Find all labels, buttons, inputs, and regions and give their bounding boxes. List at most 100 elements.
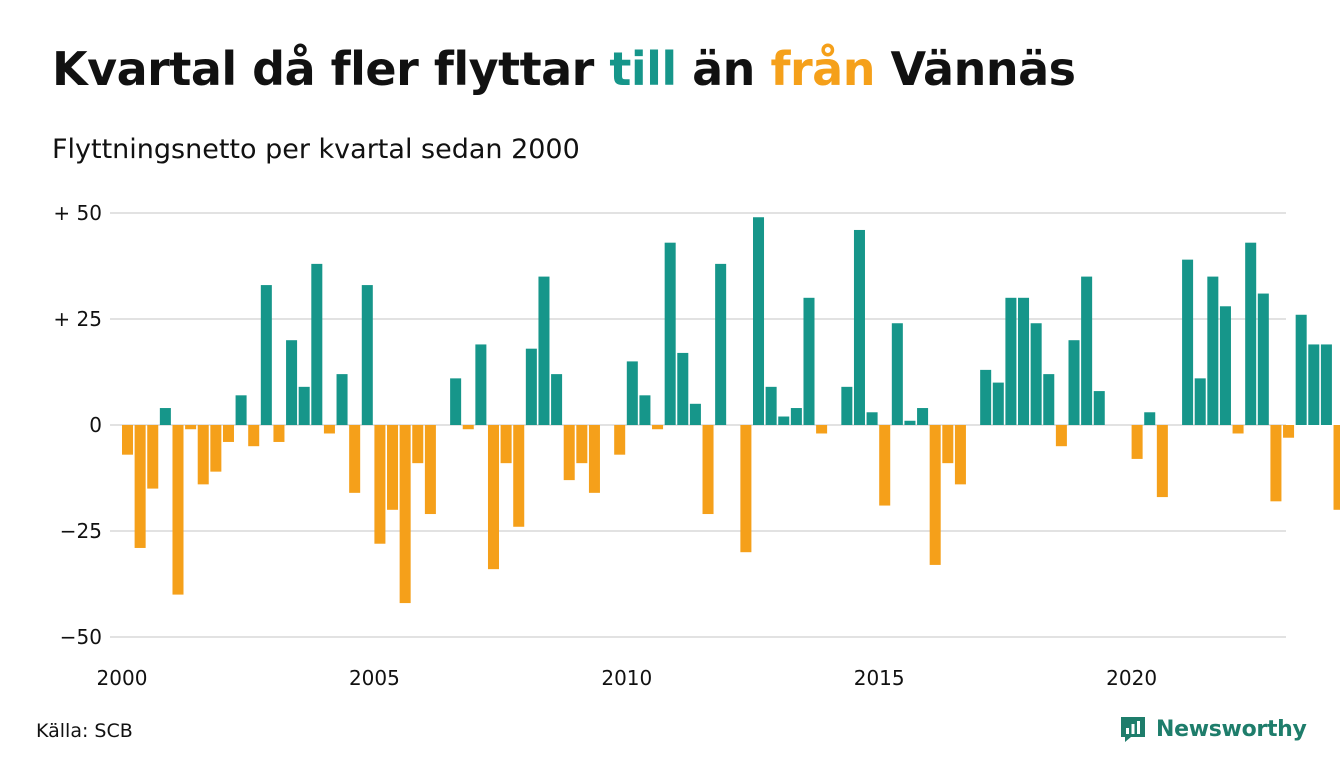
title-part-2: än <box>676 42 771 96</box>
bar <box>904 420 916 425</box>
bar <box>917 408 929 425</box>
bar <box>122 425 134 455</box>
bar <box>563 425 575 481</box>
bar <box>1093 391 1105 425</box>
bar <box>778 416 790 425</box>
bar <box>1156 425 1168 498</box>
x-tick-label: 2020 <box>1106 666 1157 690</box>
bar <box>500 425 512 464</box>
bar-chart: + 50 + 25 0 −25 −50 2000 2005 2010 2015 2020 <box>53 201 1340 690</box>
bar <box>954 425 966 485</box>
bar <box>664 242 676 425</box>
bar <box>1043 374 1055 425</box>
bar <box>159 408 171 425</box>
bar <box>298 386 310 425</box>
bar <box>1194 378 1206 425</box>
bar <box>1018 297 1030 425</box>
bar <box>185 425 197 430</box>
bar <box>222 425 234 442</box>
bar <box>715 263 727 425</box>
bar <box>399 425 411 604</box>
bar <box>1055 425 1067 447</box>
bar <box>740 425 752 553</box>
bar <box>891 323 903 425</box>
bar <box>765 386 777 425</box>
y-tick-label: 0 <box>89 413 102 437</box>
bar <box>853 229 865 425</box>
bar <box>513 425 525 527</box>
bar <box>412 425 424 464</box>
bar <box>551 374 563 425</box>
bar <box>525 348 537 425</box>
bar <box>588 425 600 493</box>
bar <box>1081 276 1093 425</box>
bar <box>1144 412 1156 425</box>
bar <box>866 412 878 425</box>
bar <box>1283 425 1295 438</box>
bar <box>816 425 828 434</box>
bar <box>336 374 348 425</box>
title-part-3: Vännäs <box>874 42 1076 96</box>
y-tick-label: −50 <box>60 625 102 649</box>
source-note: Källa: SCB <box>36 720 133 742</box>
brand-logo: Newsworthy <box>1118 714 1307 744</box>
bar <box>387 425 399 510</box>
bar <box>1005 297 1017 425</box>
bar <box>1308 344 1320 425</box>
bar <box>1131 425 1143 459</box>
bar <box>323 425 335 434</box>
bar <box>753 217 765 425</box>
bar <box>450 378 462 425</box>
bar <box>1182 259 1194 425</box>
bar <box>286 340 298 425</box>
bar <box>311 263 323 425</box>
bar <box>210 425 222 472</box>
title-till: till <box>609 42 677 96</box>
bar <box>361 285 373 425</box>
bar <box>248 425 260 447</box>
x-tick-label: 2005 <box>349 666 400 690</box>
bar <box>462 425 474 430</box>
bar <box>803 297 815 425</box>
bar <box>147 425 159 489</box>
bars <box>122 217 1340 604</box>
bar <box>614 425 626 455</box>
bar <box>273 425 285 442</box>
bar <box>134 425 146 548</box>
bar <box>1207 276 1219 425</box>
bar <box>349 425 361 493</box>
bar <box>639 395 651 425</box>
x-tick-label: 2015 <box>854 666 905 690</box>
bar <box>942 425 954 464</box>
y-tick-label: −25 <box>60 519 102 543</box>
title-part-1: Kvartal då fler flyttar <box>52 42 610 96</box>
x-axis-labels: 2000 2005 2010 2015 2020 <box>97 666 1158 690</box>
bar <box>702 425 714 515</box>
bar <box>1320 344 1332 425</box>
bar <box>790 408 802 425</box>
y-tick-label: + 25 <box>53 307 102 331</box>
y-tick-label: + 50 <box>53 201 102 225</box>
bar <box>424 425 436 515</box>
x-tick-label: 2000 <box>97 666 148 690</box>
chart-subtitle: Flyttningsnetto per kvartal sedan 2000 <box>52 134 580 165</box>
title-fran: från <box>770 42 875 96</box>
bar <box>1333 425 1340 510</box>
bar <box>197 425 209 485</box>
bar <box>1245 242 1257 425</box>
bar <box>1232 425 1244 434</box>
bar <box>1068 340 1080 425</box>
bar <box>677 352 689 425</box>
bar <box>689 403 701 425</box>
bar <box>1295 314 1307 425</box>
x-tick-label: 2010 <box>601 666 652 690</box>
bar <box>374 425 386 544</box>
bar <box>260 285 272 425</box>
y-axis-labels: + 50 + 25 0 −25 −50 <box>53 201 102 649</box>
bar <box>1030 323 1042 425</box>
bar <box>652 425 664 430</box>
bar <box>172 425 184 595</box>
bar <box>475 344 487 425</box>
bar <box>538 276 550 425</box>
bar <box>626 361 638 425</box>
